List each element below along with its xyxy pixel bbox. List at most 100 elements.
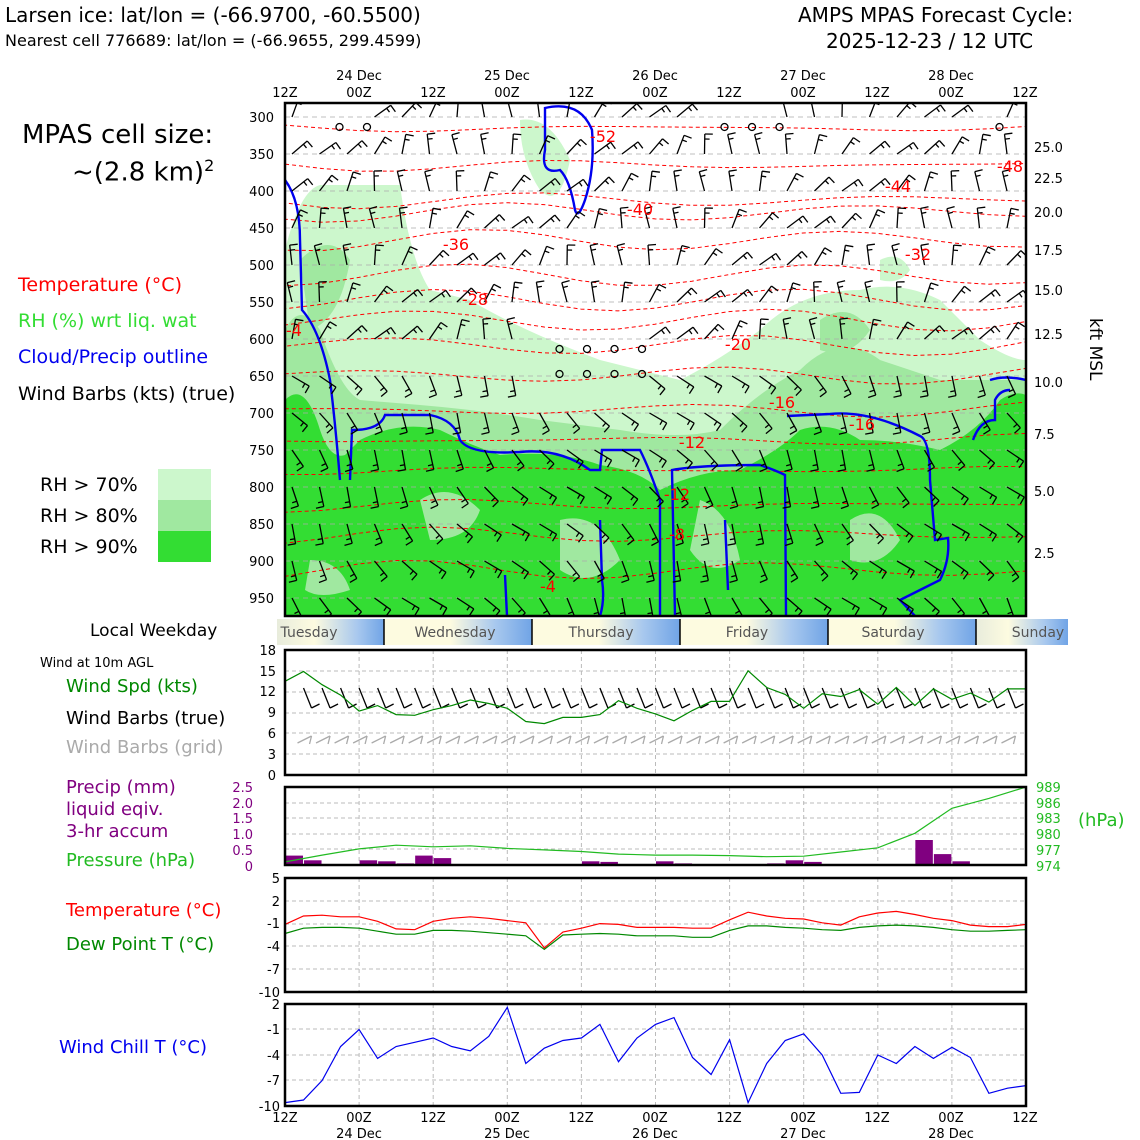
wind-barb-flag <box>982 610 988 615</box>
grid-wind-barb-flag <box>512 735 516 745</box>
true-wind-barb-flag <box>422 703 431 709</box>
wind-barb-shaft <box>539 523 557 535</box>
wind-barb-flag <box>711 464 719 471</box>
top-time-tick: 12Z <box>272 86 298 101</box>
grid-wind-barb <box>815 735 831 744</box>
grid-wind-barb-flag <box>1012 735 1017 745</box>
wind-barb-shaft <box>346 597 362 613</box>
wind-barb-flag <box>810 505 820 509</box>
wind-barb-shaft <box>869 177 886 192</box>
wind-barb-flag <box>700 542 709 546</box>
true-wind-barb-flag <box>552 703 561 709</box>
wind-barb-flag <box>681 244 690 249</box>
wind-barb-flag <box>826 218 830 224</box>
wind-barb-shaft <box>373 375 388 392</box>
wind-barb-flag <box>908 174 916 181</box>
wind-barb-flag <box>602 422 607 427</box>
wind-barb-flag <box>931 607 937 613</box>
wind-barb-flag <box>315 248 321 252</box>
wind-barb-flag <box>1016 458 1020 463</box>
wind-barb-flag <box>469 570 475 579</box>
wind-barb-shaft <box>841 178 859 192</box>
wind-barb-flag <box>346 463 352 467</box>
temperature-contour-label: -48 <box>997 157 1023 176</box>
grid-wind-barb-flag <box>401 735 405 745</box>
true-wind-barb <box>321 687 331 709</box>
wind-barb-flag <box>520 495 525 501</box>
wind-barb-flag <box>461 498 466 503</box>
wind-barb-flag <box>299 98 307 101</box>
wind-y-tick: 12 <box>259 685 276 700</box>
wind-barb-flag <box>843 393 852 399</box>
wind-barb-flag <box>963 330 968 335</box>
wind-barb-flag <box>692 326 699 334</box>
true-wind-barb <box>377 687 387 709</box>
wind-barb-shaft <box>1006 103 1014 118</box>
wind-barb-flag <box>454 427 460 430</box>
top-time-tick: 00Z <box>494 86 520 101</box>
grid-wind-barb <box>871 735 887 744</box>
wind-barb-shaft <box>786 560 799 579</box>
wind-barb-shaft <box>649 449 667 462</box>
true-wind-barb-flag <box>885 703 895 709</box>
wind-barb-flag <box>989 531 993 537</box>
wind-barb-flag <box>676 537 682 541</box>
wind-barb-shaft <box>924 560 942 572</box>
wind-barb-flag <box>963 285 972 292</box>
wind-barb-shaft <box>401 246 411 266</box>
forecast-cycle-date: 2025-12-23 / 12 UTC <box>826 29 1034 53</box>
wind-barb-shaft <box>346 282 354 303</box>
wind-barb-flag <box>375 244 384 247</box>
wind-barb-shaft <box>1006 412 1021 429</box>
wind-barb-shaft <box>672 208 678 229</box>
wind-barb-flag <box>716 292 721 298</box>
wind-barb-shaft <box>814 176 830 192</box>
wind-barb-flag <box>628 177 634 181</box>
wind-barb-flag <box>616 242 625 247</box>
wind-barb-shaft <box>1006 289 1024 303</box>
wind-barb-flag <box>399 206 408 209</box>
wind-barb-shaft <box>483 171 492 192</box>
wind-barb-flag <box>840 426 846 430</box>
wind-barb-flag <box>317 538 323 541</box>
wind-barb-shaft <box>676 560 682 581</box>
temperature-contour-label: -8 <box>669 525 685 544</box>
wind-barb-flag <box>357 143 362 149</box>
wind-y-tick: 0 <box>268 769 276 784</box>
wind-barb-shaft <box>814 560 829 577</box>
wind-barb-flag <box>575 532 580 538</box>
wind-barb-shaft <box>483 449 495 469</box>
grid-wind-barb-flag <box>809 735 813 745</box>
true-wind-barb <box>969 687 980 709</box>
wind-barb-shaft <box>864 282 871 303</box>
wind-barb-flag <box>809 316 818 321</box>
wind-barb-shaft <box>978 412 991 431</box>
wind-barb-flag <box>488 176 494 179</box>
wind-barb-flag <box>738 208 747 213</box>
top-date-label: 25 Dec <box>484 69 530 84</box>
temperature-contour <box>285 559 1026 580</box>
wind-barb-flag <box>436 538 444 545</box>
wind-barb-flag <box>672 580 681 583</box>
pressure-tick: 300 <box>249 111 274 126</box>
wind-barb-flag <box>386 330 391 335</box>
wind-barb-shaft <box>537 103 541 118</box>
wind-barb-flag <box>689 422 695 431</box>
wind-barb-flag <box>606 459 613 468</box>
grid-wind-barb-flag <box>642 735 646 745</box>
wind-barb-flag <box>572 424 577 429</box>
wind-barb-flag <box>867 394 877 399</box>
pressure-tick: 450 <box>249 222 274 237</box>
wind-barb-flag <box>590 243 599 247</box>
weekday-segment <box>976 619 1068 645</box>
grid-wind-barb-flag <box>345 735 350 745</box>
wind-barb-flag <box>919 395 929 398</box>
wind-barb-flag <box>821 251 827 256</box>
wind-barb-flag <box>659 420 663 426</box>
wind-barb-flag <box>461 318 470 323</box>
wind-barb-flag <box>514 281 523 284</box>
wind-barb-flag <box>288 579 297 583</box>
wind-barb-flag <box>627 539 635 546</box>
wind-barb-shaft <box>539 177 556 192</box>
wind-barb-flag <box>603 425 610 433</box>
